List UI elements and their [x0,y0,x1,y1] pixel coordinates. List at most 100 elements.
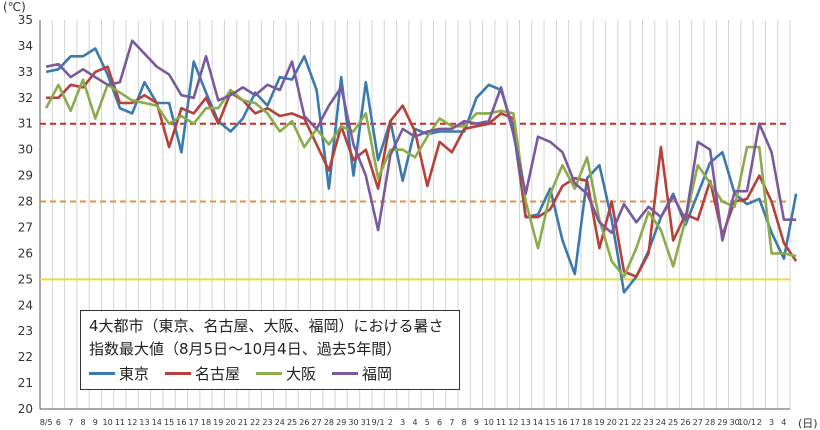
y-tick-label: 22 [18,350,33,364]
x-tick-label: 12 [508,418,518,427]
y-tick-label: 30 [18,143,33,157]
x-tick-label: 8 [462,418,467,427]
x-tick-label: 4 [781,418,786,427]
legend-swatch-tokyo [89,372,115,375]
x-tick-label: 13 [521,418,531,427]
x-tick-label: 7 [449,418,454,427]
x-tick-label: 29 [336,418,346,427]
x-tick-label: 10/1 [738,418,756,427]
x-tick-label: 2 [757,418,762,427]
x-tick-label: 8 [80,418,85,427]
x-tick-label: 14 [152,418,162,427]
x-tick-label: 18 [201,418,211,427]
y-tick-label: 20 [18,402,33,416]
x-tick-label: 29 [717,418,727,427]
y-unit-label: (℃) [3,0,26,14]
reference-lines [40,122,790,281]
legend-swatch-nagoya [165,372,192,375]
x-tick-label: 18 [582,418,592,427]
y-tick-label: 35 [18,13,33,27]
x-tick-label: 30 [730,418,740,427]
x-tick-label: 31 [361,418,371,427]
x-tick-label: 19 [594,418,604,427]
y-tick-label: 33 [18,65,33,79]
legend-label-fukuoka: 福岡 [362,365,393,383]
y-tick-label: 32 [18,91,33,105]
x-tick-label: 25 [668,418,678,427]
x-tick-label: 11 [496,418,506,427]
x-tick-label: 2 [388,418,393,427]
series-lines [44,39,798,294]
x-tick-label: 10 [484,418,494,427]
x-tick-label: 25 [287,418,297,427]
y-tick-label: 24 [18,298,33,312]
x-tick-label: 23 [644,418,654,427]
x-tick-label: 23 [262,418,272,427]
series-line-2 [44,78,797,279]
x-tick-label: 9 [474,418,479,427]
legend-item-fukuoka: 福岡 [332,363,392,384]
x-tick-labels: 8/5 6 7 8 9 10 11 12 13 14 15 16 17 18 19 20 21 22 23 24 25 2… [40,418,787,427]
y-tick-label: 26 [18,246,33,260]
y-tick-label: 34 [18,39,33,53]
x-tick-label: 17 [570,418,580,427]
y-tick-label: 28 [18,195,33,209]
x-tick-label: 24 [656,418,666,427]
legend-label-tokyo: 東京 [119,365,150,383]
x-tick-label: 24 [275,418,285,427]
x-tick-label: 27 [693,418,703,427]
legend-items: 東京 名古屋 大阪 福岡 [89,363,392,384]
legend-title-line1: 4大都市（東京、名古屋、大阪、福岡）における暑さ [89,317,444,335]
x-tick-label: 10 [103,418,113,427]
x-tick-label: 20 [607,418,617,427]
legend: 4大都市（東京、名古屋、大阪、福岡）における暑さ 指数最大値（8月5日～10月4… [80,310,460,390]
x-tick-label: 13 [139,418,149,427]
y-tick-label: 23 [18,324,33,338]
x-tick-label: 6 [437,418,442,427]
x-tick-label: 22 [250,418,260,427]
x-tick-label: 3 [769,418,774,427]
x-tick-label: 15 [164,418,174,427]
legend-swatch-fukuoka [332,372,359,375]
legend-label-nagoya: 名古屋 [195,365,241,383]
y-tick-label: 31 [18,117,33,131]
x-tick-label: 21 [619,418,629,427]
x-tick-label: 22 [631,418,641,427]
x-tick-label: 15 [545,418,555,427]
x-tick-label: 26 [680,418,690,427]
x-tick-label: 19 [213,418,223,427]
x-tick-label: 16 [176,418,186,427]
x-tick-label: 9/1 [372,418,385,427]
x-tick-label: 30 [348,418,358,427]
y-tick-label: 25 [18,272,33,286]
legend-label-osaka: 大阪 [286,365,317,383]
x-tick-label: 28 [324,418,334,427]
y-tick-label: 21 [18,376,33,390]
x-tick-label: 16 [557,418,567,427]
legend-item-nagoya: 名古屋 [165,363,240,384]
x-tick-label: 3 [400,418,405,427]
y-tick-labels: 20 21 22 23 24 25 26 27 28 29 30 31 32 33 34 35 [18,13,33,416]
series-line-3 [45,39,797,242]
legend-item-tokyo: 東京 [89,363,149,384]
x-tick-label: 21 [238,418,248,427]
x-tick-label: 28 [705,418,715,427]
x-tick-label: 6 [56,418,61,427]
y-tick-label: 27 [18,220,33,234]
x-tick-label: 17 [189,418,199,427]
series-line-1 [46,65,798,279]
x-tick-label: 5 [425,418,430,427]
x-tick-label: 20 [225,418,235,427]
x-tick-label: 8/5 [40,418,53,427]
x-tick-label: 26 [299,418,309,427]
legend-swatch-osaka [256,372,283,375]
x-tick-label: 11 [115,418,125,427]
x-tick-label: 7 [68,418,73,427]
y-tick-label: 29 [18,169,33,183]
x-tick-label: 12 [127,418,137,427]
x-unit-label: (日) [798,417,818,430]
legend-item-osaka: 大阪 [256,363,316,384]
x-tick-label: 9 [93,418,98,427]
legend-title-line2: 指数最大値（8月5日～10月4日、過去5年間） [89,340,402,358]
